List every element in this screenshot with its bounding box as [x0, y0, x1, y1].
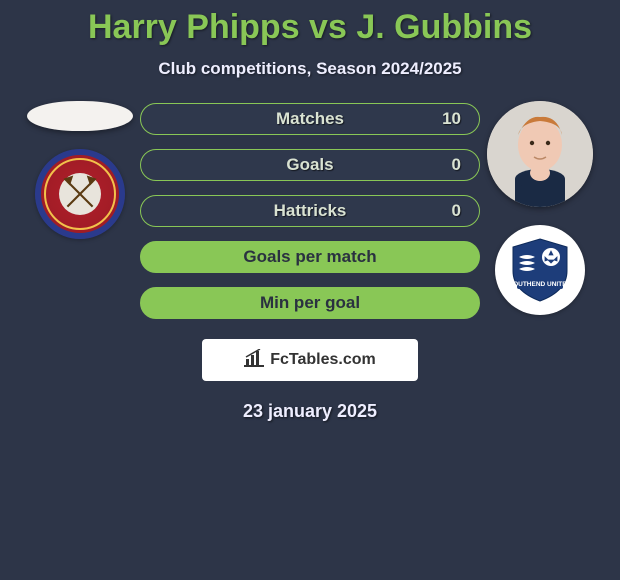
source-badge: FcTables.com — [202, 339, 418, 381]
club-logo-right: SOUTHEND UNITED — [495, 225, 585, 315]
stat-bar-hattricks: Hattricks 0 — [140, 195, 480, 227]
svg-text:SOUTHEND UNITED: SOUTHEND UNITED — [509, 281, 572, 288]
subtitle: Club competitions, Season 2024/2025 — [0, 59, 620, 79]
footer-date: 23 january 2025 — [0, 401, 620, 422]
stat-label: Matches — [276, 109, 344, 129]
stat-label: Goals — [286, 155, 333, 175]
club-crest-left-icon — [59, 173, 101, 215]
chart-icon — [244, 349, 264, 372]
stat-label: Min per goal — [260, 293, 360, 313]
stat-label: Hattricks — [274, 201, 347, 221]
stats-column: Matches 10 Goals 0 Hattricks 0 Goals per… — [140, 103, 480, 319]
page-title: Harry Phipps vs J. Gubbins — [0, 8, 620, 47]
stat-value-right: 10 — [442, 109, 461, 129]
stat-bar-goals-per-match: Goals per match — [140, 241, 480, 273]
stat-bar-goals: Goals 0 — [140, 149, 480, 181]
club-logo-left — [35, 149, 125, 239]
right-player-column: SOUTHEND UNITED — [480, 101, 600, 315]
stat-bar-matches: Matches 10 — [140, 103, 480, 135]
comparison-infographic: Harry Phipps vs J. Gubbins Club competit… — [0, 0, 620, 422]
stat-value-right: 0 — [452, 201, 461, 221]
player-photo-left — [27, 101, 133, 131]
source-label: FcTables.com — [270, 351, 376, 369]
main-row: Matches 10 Goals 0 Hattricks 0 Goals per… — [0, 101, 620, 319]
left-player-column — [20, 101, 140, 239]
club-crest-right-icon: SOUTHEND UNITED — [505, 235, 575, 305]
stat-bar-min-per-goal: Min per goal — [140, 287, 480, 319]
stat-label: Goals per match — [243, 247, 376, 267]
player-photo-right — [487, 101, 593, 207]
stat-value-right: 0 — [452, 155, 461, 175]
